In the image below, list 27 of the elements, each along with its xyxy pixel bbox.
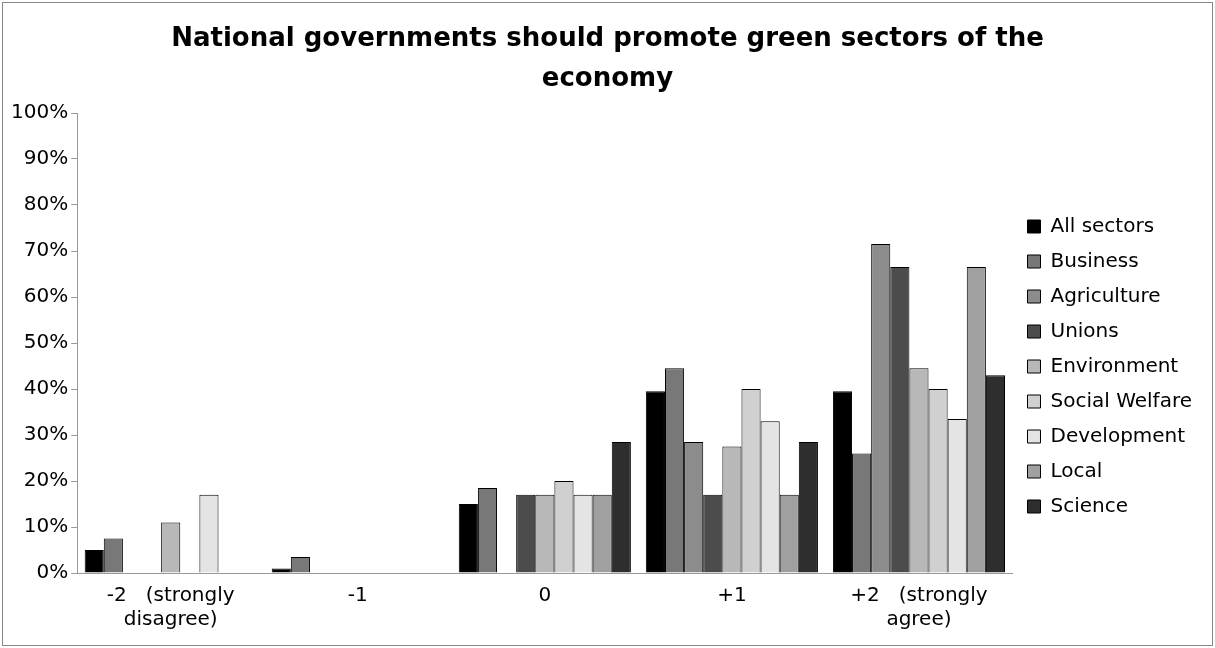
legend-label: Business — [1050, 247, 1139, 272]
y-tick-label: 40% — [23, 375, 69, 400]
legend-label: Unions — [1050, 317, 1119, 342]
legend-label: Environment — [1050, 352, 1179, 377]
y-tick-label: 0% — [36, 559, 69, 584]
y-tick-label: 90% — [23, 145, 69, 170]
legend-label: All sectors — [1050, 212, 1155, 237]
y-tick-label: 10% — [23, 513, 69, 538]
legend-label: Social Welfare — [1050, 387, 1193, 412]
x-tick-label: -2 (strongly disagree) — [106, 582, 235, 631]
y-tick-label: 70% — [23, 237, 69, 262]
y-tick-label: 30% — [23, 421, 69, 446]
y-tick-label: 60% — [23, 283, 69, 308]
x-tick-label: +1 — [717, 582, 747, 607]
y-tick-label: 50% — [23, 329, 69, 354]
x-tick-label: -1 — [347, 582, 368, 607]
legend-label: Local — [1050, 457, 1103, 482]
legend-label: Development — [1050, 422, 1186, 447]
legend-label: Agriculture — [1050, 282, 1161, 307]
x-tick-label: 0 — [538, 582, 552, 607]
y-tick-label: 80% — [23, 191, 69, 216]
legend-label: Science — [1050, 492, 1129, 517]
y-tick-label: 100% — [10, 99, 69, 124]
chart-title: National governments should promote green sectors of the economy — [170, 21, 1045, 94]
bar — [832, 391, 853, 573]
x-tick-label: +2 (strongly agree) — [850, 582, 988, 631]
y-tick-label: 20% — [23, 467, 69, 492]
